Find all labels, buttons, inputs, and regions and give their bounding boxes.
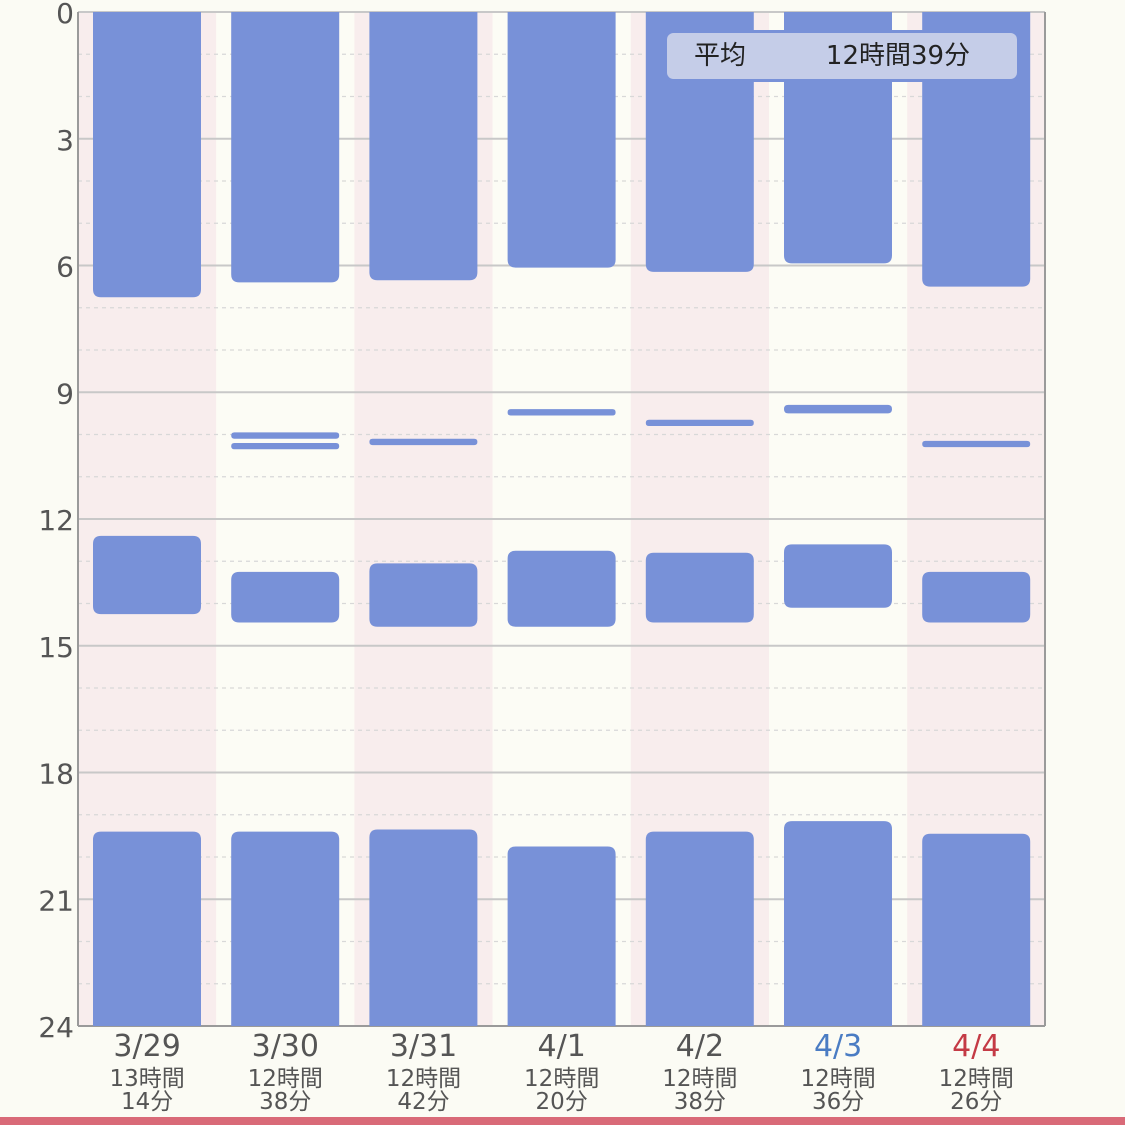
sleep-bar (231, 432, 340, 439)
x-date-label: 4/1 (538, 1029, 586, 1064)
y-tick-label: 21 (38, 884, 74, 917)
x-total-label: 14分 (121, 1089, 173, 1115)
average-label: 平均 (694, 41, 746, 71)
sleep-bar (231, 831, 340, 1026)
sleep-bar (369, 438, 478, 446)
sleep-bar (922, 571, 1031, 623)
sleep-bar (645, 419, 754, 427)
sleep-bar (507, 409, 616, 416)
y-tick-label: 3 (56, 124, 74, 157)
sleep-bar (645, 831, 754, 1026)
sleep-bar (784, 821, 892, 1026)
x-total-label: 38分 (674, 1089, 726, 1115)
sleep-bar (645, 552, 754, 623)
x-date-label: 3/30 (252, 1029, 319, 1064)
y-tick-label: 9 (56, 377, 74, 410)
x-date-label: 4/4 (952, 1029, 1000, 1064)
sleep-bar (369, 563, 478, 627)
sleep-bar (784, 404, 892, 414)
x-total-label: 12時間 (248, 1066, 323, 1092)
y-tick-label: 18 (38, 758, 74, 791)
x-date-label: 4/2 (676, 1029, 724, 1064)
sleep-bar (922, 833, 1031, 1026)
sleep-bar (231, 442, 340, 450)
sleep-bar (507, 12, 616, 268)
x-total-label: 12時間 (386, 1066, 461, 1092)
sleep-bar (93, 831, 201, 1026)
average-value: 12時間39分 (826, 41, 970, 71)
sleep-bar (369, 829, 478, 1026)
x-total-label: 12時間 (800, 1066, 875, 1092)
x-date-label: 3/31 (390, 1029, 457, 1064)
average-badge: 平均 12時間39分 (664, 30, 1020, 82)
sleep-bar (507, 846, 616, 1026)
x-total-label: 12時間 (524, 1066, 599, 1092)
y-tick-label: 15 (38, 631, 74, 664)
x-total-label: 26分 (950, 1089, 1002, 1115)
sleep-bar (93, 535, 201, 615)
x-total-label: 36分 (812, 1089, 864, 1115)
sleep-bar (784, 544, 892, 608)
sleep-bar (93, 12, 201, 298)
bottom-accent-bar (0, 1117, 1125, 1125)
x-total-label: 42分 (397, 1089, 449, 1115)
average-badge-graphic: 平均 12時間39分 (664, 30, 1020, 82)
sleep-bar (231, 571, 340, 623)
sleep-bar (369, 12, 478, 281)
average-badge-frame (664, 30, 1020, 82)
x-total-label: 12時間 (662, 1066, 737, 1092)
y-tick-label: 12 (38, 504, 74, 537)
x-total-label: 12時間 (939, 1066, 1014, 1092)
sleep-bar (507, 550, 616, 627)
x-date-label: 4/3 (814, 1029, 862, 1064)
x-total-label: 20分 (536, 1089, 588, 1115)
sleep-bar (922, 440, 1031, 448)
y-tick-label: 6 (56, 251, 74, 284)
x-total-label: 13時間 (109, 1066, 184, 1092)
y-tick-label: 0 (56, 0, 74, 30)
sleep-bar (231, 12, 340, 283)
x-total-label: 38分 (259, 1089, 311, 1115)
x-date-label: 3/29 (113, 1029, 180, 1064)
y-tick-label: 24 (38, 1011, 74, 1044)
